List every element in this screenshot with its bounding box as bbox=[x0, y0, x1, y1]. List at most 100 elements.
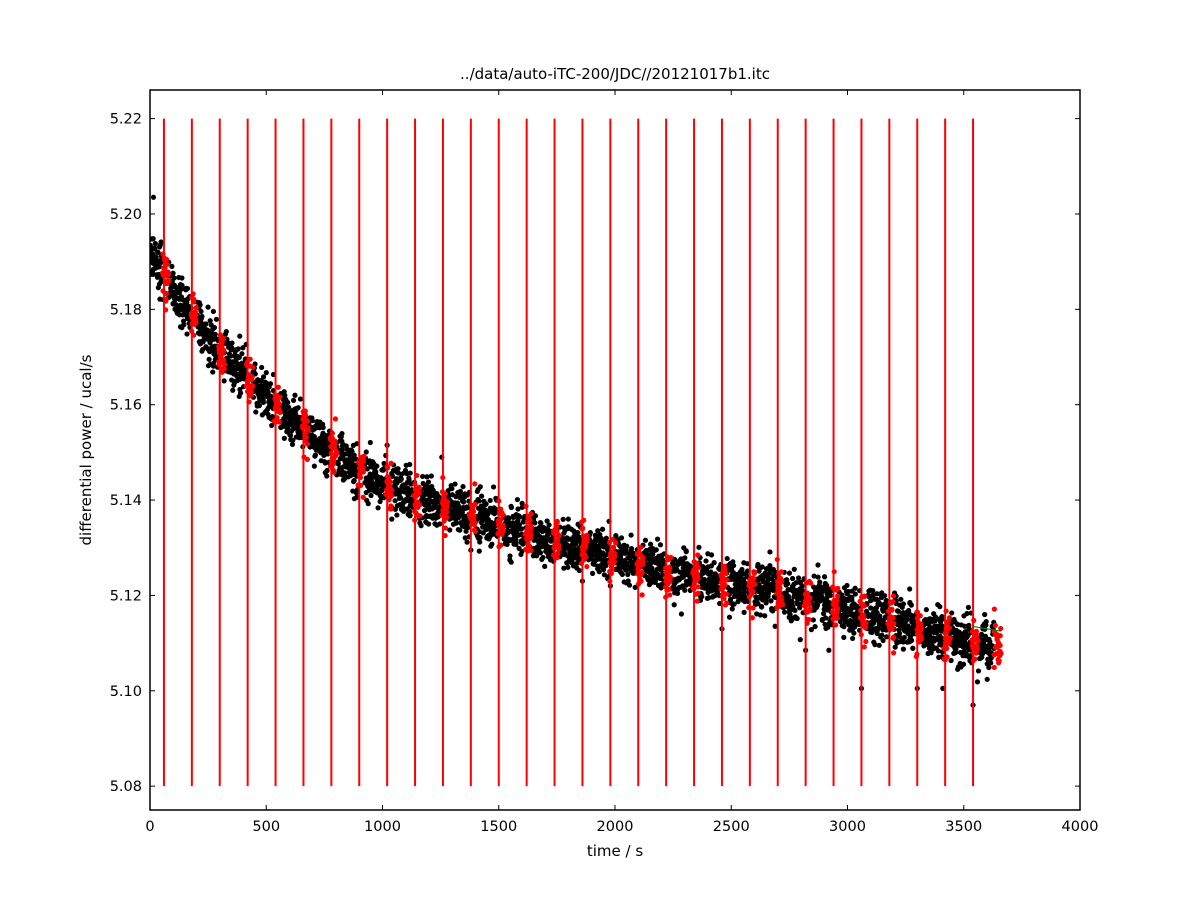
data-point bbox=[453, 520, 459, 526]
injection-point bbox=[667, 565, 673, 571]
data-point bbox=[628, 532, 634, 538]
injection-point bbox=[193, 312, 199, 318]
data-point bbox=[974, 679, 981, 685]
injection-point bbox=[304, 418, 311, 424]
data-point bbox=[514, 496, 521, 503]
data-point bbox=[624, 543, 630, 549]
data-point bbox=[883, 597, 889, 604]
y-tick-label: 5.18 bbox=[110, 302, 142, 318]
injection-point bbox=[991, 606, 997, 612]
x-tick-label: 500 bbox=[252, 819, 280, 835]
data-point bbox=[794, 615, 800, 622]
injection-point bbox=[416, 490, 422, 496]
data-point bbox=[210, 369, 216, 375]
x-tick-label: 2500 bbox=[713, 819, 750, 835]
data-point bbox=[576, 567, 582, 574]
data-point bbox=[811, 573, 817, 579]
injection-point bbox=[695, 573, 701, 579]
chart-title: ../data/auto-iTC-200/JDC//20121017b1.itc bbox=[460, 65, 770, 83]
data-point bbox=[461, 499, 467, 505]
data-point bbox=[335, 461, 341, 467]
data-point bbox=[595, 528, 601, 534]
data-point bbox=[210, 363, 217, 369]
data-point bbox=[532, 520, 538, 526]
data-point bbox=[653, 547, 659, 553]
y-tick-label: 5.14 bbox=[110, 493, 142, 509]
data-point bbox=[235, 346, 241, 352]
data-point bbox=[646, 575, 652, 581]
data-point bbox=[699, 594, 705, 600]
data-point bbox=[879, 632, 885, 638]
data-point bbox=[265, 389, 271, 395]
data-point bbox=[406, 475, 412, 481]
injection-point bbox=[500, 528, 506, 534]
injection-point bbox=[947, 635, 953, 641]
data-point bbox=[158, 260, 164, 266]
data-point bbox=[237, 333, 243, 339]
injection-point bbox=[667, 574, 673, 581]
y-tick-label: 5.12 bbox=[110, 588, 142, 604]
data-point bbox=[672, 556, 678, 563]
y-axis-label: differential power / ucal/s bbox=[77, 354, 95, 545]
data-point bbox=[508, 504, 514, 511]
injection-point bbox=[639, 592, 645, 598]
data-point bbox=[239, 360, 245, 366]
data-point bbox=[290, 397, 297, 404]
data-point bbox=[731, 562, 737, 569]
data-point bbox=[909, 637, 915, 644]
injection-point bbox=[750, 605, 756, 611]
x-axis-label: time / s bbox=[587, 842, 643, 860]
data-point bbox=[907, 586, 913, 592]
data-point bbox=[986, 664, 992, 671]
data-point bbox=[282, 392, 288, 399]
data-point bbox=[426, 521, 432, 527]
data-point bbox=[197, 302, 203, 308]
data-point bbox=[212, 331, 218, 337]
data-point bbox=[590, 552, 596, 558]
data-point bbox=[453, 494, 459, 500]
data-point bbox=[589, 570, 596, 576]
data-point bbox=[200, 339, 206, 345]
data-point bbox=[786, 570, 793, 576]
data-point bbox=[896, 630, 903, 637]
data-point bbox=[756, 582, 762, 588]
injection-point bbox=[640, 555, 646, 561]
injection-point bbox=[992, 622, 998, 628]
injection-point bbox=[752, 581, 758, 587]
data-point bbox=[324, 467, 330, 474]
y-tick-label: 5.22 bbox=[110, 112, 142, 128]
data-point bbox=[601, 572, 608, 578]
data-point bbox=[259, 364, 265, 371]
data-point bbox=[339, 447, 345, 453]
data-point bbox=[680, 574, 686, 580]
data-point bbox=[464, 539, 470, 545]
injection-point bbox=[389, 487, 395, 493]
y-tick-label: 5.16 bbox=[110, 398, 142, 414]
data-point bbox=[477, 484, 483, 490]
data-point bbox=[821, 574, 828, 580]
data-point bbox=[901, 634, 907, 641]
y-tick-label: 5.20 bbox=[110, 207, 142, 223]
injection-point bbox=[695, 565, 701, 571]
data-point bbox=[682, 555, 688, 561]
data-point bbox=[642, 537, 649, 543]
data-point bbox=[632, 584, 638, 590]
injection-point bbox=[164, 261, 170, 268]
data-point bbox=[882, 593, 888, 599]
data-point bbox=[487, 497, 493, 504]
injection-point bbox=[997, 642, 1003, 648]
data-point bbox=[477, 535, 483, 541]
data-point bbox=[657, 542, 664, 548]
data-point bbox=[538, 520, 544, 526]
data-point bbox=[476, 548, 482, 554]
data-point bbox=[755, 601, 761, 607]
data-point bbox=[799, 583, 805, 590]
data-point bbox=[876, 642, 882, 648]
injection-point bbox=[612, 553, 618, 559]
data-point bbox=[561, 565, 567, 571]
data-point bbox=[900, 601, 906, 607]
data-point bbox=[988, 660, 994, 666]
data-point bbox=[351, 477, 357, 484]
data-point bbox=[823, 615, 829, 621]
injection-point bbox=[724, 600, 730, 606]
